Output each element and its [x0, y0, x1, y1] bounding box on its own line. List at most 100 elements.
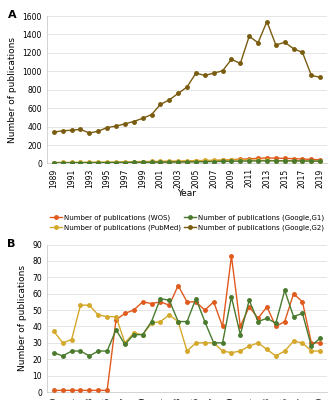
Number of publications (Google,G1) [150, 160, 154, 165]
Number of publications (Google,G1) [318, 336, 322, 340]
Number of publications (PubMed) [220, 349, 224, 354]
Number of publications (WOS) [274, 156, 278, 160]
Number of publications (PubMed) [220, 158, 224, 162]
Number of publications (Google,G2) [52, 130, 56, 134]
Number of publications (Google,G2) [283, 40, 287, 45]
Number of publications (PubMed) [301, 158, 305, 163]
Number of publications (PubMed) [265, 347, 269, 352]
Number of publications (Google,G1) [78, 160, 82, 165]
Number of publications (WOS) [220, 324, 224, 329]
Number of publications (Google,G2) [203, 73, 207, 78]
Number of publications (PubMed) [238, 349, 242, 354]
Number of publications (WOS) [61, 388, 65, 393]
Number of publications (WOS) [78, 160, 82, 165]
Number of publications (PubMed) [167, 312, 171, 317]
Number of publications (PubMed) [185, 158, 189, 163]
Number of publications (Google,G1) [123, 342, 127, 347]
Number of publications (PubMed) [203, 340, 207, 345]
Number of publications (WOS) [61, 160, 65, 165]
Number of publications (Google,G1) [238, 159, 242, 164]
Number of publications (WOS) [69, 388, 73, 393]
Number of publications (Google,G1) [114, 327, 118, 332]
Number of publications (WOS) [176, 159, 180, 164]
Number of publications (WOS) [88, 160, 92, 165]
Number of publications (WOS) [203, 159, 207, 164]
Number of publications (Google,G2) [167, 98, 171, 102]
Number of publications (PubMed) [318, 349, 322, 354]
Number of publications (WOS) [283, 156, 287, 161]
Number of publications (PubMed) [88, 160, 92, 165]
Number of publications (WOS) [132, 160, 136, 165]
Number of publications (Google,G1) [194, 159, 198, 164]
Number of publications (PubMed) [78, 160, 82, 165]
Number of publications (WOS) [105, 160, 109, 165]
Number of publications (PubMed) [265, 158, 269, 163]
Line: Number of publications (PubMed): Number of publications (PubMed) [52, 304, 322, 358]
Number of publications (Google,G1) [88, 160, 92, 165]
Number of publications (Google,G1) [283, 288, 287, 293]
Number of publications (Google,G1) [141, 160, 145, 165]
Line: Number of publications (Google,G1): Number of publications (Google,G1) [52, 159, 322, 164]
Number of publications (PubMed) [158, 159, 162, 164]
Number of publications (PubMed) [150, 159, 154, 164]
Number of publications (WOS) [167, 303, 171, 308]
Number of publications (Google,G1) [52, 350, 56, 355]
Number of publications (WOS) [167, 160, 171, 164]
Number of publications (PubMed) [150, 321, 154, 326]
Number of publications (WOS) [292, 291, 296, 296]
Number of publications (PubMed) [132, 331, 136, 336]
Number of publications (Google,G1) [123, 160, 127, 165]
Number of publications (WOS) [301, 157, 305, 162]
Number of publications (PubMed) [96, 312, 100, 317]
Number of publications (Google,G1) [96, 160, 100, 165]
Number of publications (WOS) [203, 308, 207, 312]
Number of publications (Google,G2) [150, 112, 154, 117]
Text: B: B [7, 239, 16, 249]
Number of publications (WOS) [318, 340, 322, 345]
Number of publications (Google,G1) [301, 311, 305, 316]
Number of publications (WOS) [309, 340, 313, 345]
Number of publications (Google,G1) [88, 354, 92, 358]
Number of publications (Google,G1) [114, 160, 118, 165]
Number of publications (Google,G2) [292, 46, 296, 51]
Number of publications (Google,G1) [265, 158, 269, 163]
Number of publications (PubMed) [229, 158, 233, 162]
Number of publications (WOS) [292, 156, 296, 161]
Number of publications (PubMed) [88, 303, 92, 308]
Number of publications (Google,G2) [114, 124, 118, 128]
Number of publications (PubMed) [69, 337, 73, 342]
Number of publications (Google,G2) [212, 71, 216, 76]
Number of publications (WOS) [185, 300, 189, 304]
Number of publications (Google,G2) [274, 43, 278, 48]
Number of publications (PubMed) [229, 350, 233, 355]
Number of publications (WOS) [185, 159, 189, 164]
Number of publications (WOS) [123, 160, 127, 165]
Number of publications (Google,G2) [158, 102, 162, 107]
Number of publications (Google,G1) [203, 319, 207, 324]
Number of publications (Google,G1) [96, 349, 100, 354]
Number of publications (PubMed) [283, 349, 287, 354]
Number of publications (Google,G2) [185, 84, 189, 89]
Number of publications (Google,G1) [158, 296, 162, 301]
Number of publications (Google,G2) [61, 128, 65, 133]
Number of publications (Google,G1) [185, 160, 189, 164]
Number of publications (PubMed) [61, 340, 65, 345]
Number of publications (Google,G1) [238, 332, 242, 337]
Number of publications (PubMed) [96, 160, 100, 164]
Number of publications (PubMed) [176, 158, 180, 163]
Y-axis label: Number of publications: Number of publications [8, 37, 17, 143]
Number of publications (Google,G1) [212, 340, 216, 345]
Number of publications (Google,G2) [78, 127, 82, 132]
Number of publications (PubMed) [167, 159, 171, 164]
Number of publications (WOS) [238, 157, 242, 162]
Number of publications (PubMed) [176, 319, 180, 324]
Number of publications (Google,G1) [318, 159, 322, 164]
Number of publications (WOS) [283, 319, 287, 324]
Number of publications (Google,G1) [309, 159, 313, 164]
Number of publications (PubMed) [274, 354, 278, 358]
Number of publications (PubMed) [78, 303, 82, 308]
Number of publications (WOS) [96, 388, 100, 393]
Number of publications (PubMed) [212, 158, 216, 163]
Number of publications (Google,G1) [105, 160, 109, 165]
Number of publications (Google,G1) [52, 160, 56, 165]
